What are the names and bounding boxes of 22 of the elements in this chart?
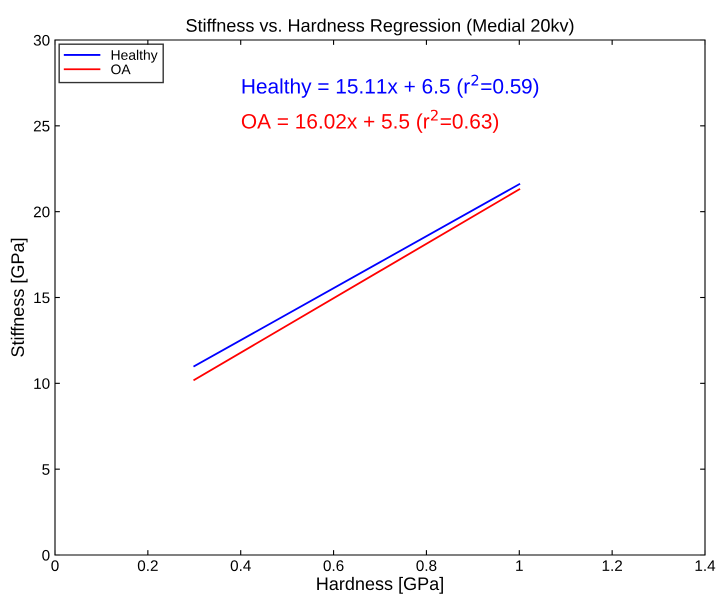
y-tick-label: 30 <box>34 34 50 46</box>
y-tick-label: 5 <box>42 464 50 475</box>
x-tick-label: 0.4 <box>230 560 251 572</box>
annotation: Healthy = 15.11x + 6.5 (r$^{2}$=0.59) <box>242 74 538 98</box>
chart-title: Stiffness vs. Hardness Regression (Medial 20kv) <box>186 18 574 36</box>
y-tick-label: 0 <box>42 550 50 561</box>
y-tick-label: 25 <box>34 120 50 132</box>
x-tick-label: 0.2 <box>138 560 158 572</box>
y-tick-label: 15 <box>34 292 50 304</box>
x-tick-label: 0.8 <box>416 560 436 572</box>
x-tick-label: 0 <box>51 560 59 572</box>
legend-label: Healthy <box>112 50 158 63</box>
x-tick-label: 1 <box>516 560 523 571</box>
x-tick-label: 1.4 <box>696 560 716 571</box>
x-axis-title: Hardness [GPa] <box>317 576 443 594</box>
annotation: OA = 16.02x + 5.5 (r$^{2}$=0.63) <box>242 110 498 133</box>
y-axis-title: Stiffness [GPa] <box>10 238 28 357</box>
y-tick-label: 10 <box>34 378 50 390</box>
x-tick-label: 0.6 <box>324 560 344 572</box>
legend-label: OA <box>111 64 131 74</box>
x-tick-label: 1.2 <box>602 560 622 571</box>
y-tick-label: 20 <box>34 206 50 218</box>
